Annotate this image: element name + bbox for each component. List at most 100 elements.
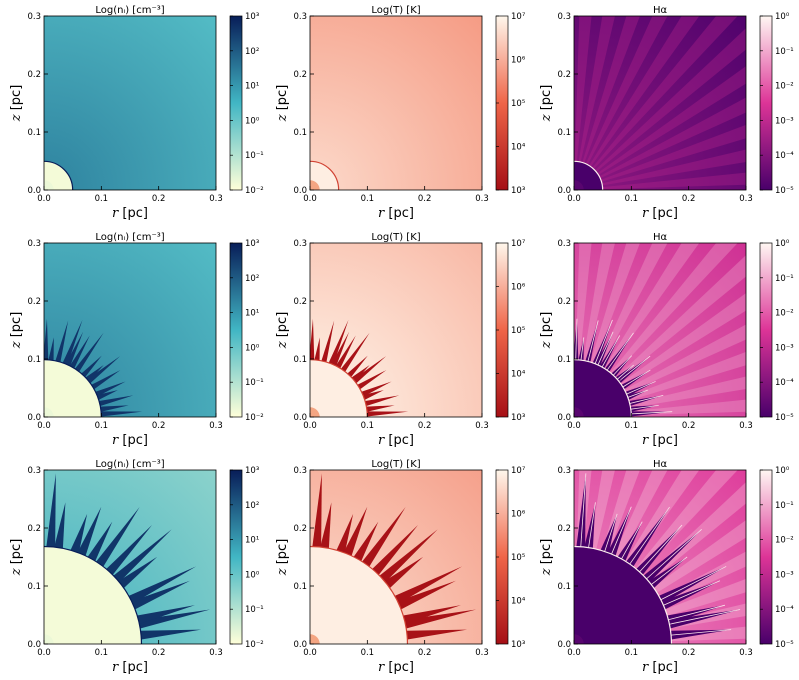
dense-finger: [661, 580, 720, 610]
dense-finger: [113, 529, 172, 583]
panel-r2-c1: 0.00.0 0.1 0.1 0.2 0.2 0.3 0.3 r [pc] z [pc] Log(…: [9, 232, 264, 448]
x-tick-label: 0.3: [739, 421, 753, 431]
light-ray: [574, 16, 615, 190]
central-source: [310, 180, 320, 190]
panel-title: Log(T) [K]: [371, 5, 420, 16]
panel-title: Hα: [653, 232, 668, 243]
dense-finger: [351, 365, 370, 382]
y-tick-label: 0.3: [557, 466, 571, 476]
colorbar: [759, 469, 773, 645]
dense-finger: [81, 355, 102, 378]
dense-finger: [353, 521, 379, 562]
x-axis-label: r [pc]: [642, 433, 678, 448]
colorbar-tick-label: 10¹: [245, 309, 259, 319]
y-tick-label: 0.3: [293, 466, 307, 476]
colorbar-tick-label: 10⁴: [511, 370, 526, 380]
colorbar-tick-label: 10⁷: [511, 239, 526, 249]
ionization-front: [44, 545, 143, 644]
colorbar-tick-label: 10⁻²: [775, 82, 794, 92]
colorbar-tick-label: 10³: [245, 466, 259, 476]
central-source: [44, 407, 54, 417]
dense-finger: [74, 332, 104, 372]
panel-r1-c3: 0.00.0 0.1 0.1 0.2 0.2 0.3 0.3 r [pc] z [pc] Hα 10…: [539, 5, 794, 221]
ionization-front: [44, 359, 102, 417]
x-tick-label: 0.1: [361, 194, 375, 204]
dense-finger: [131, 580, 190, 610]
dense-finger: [379, 529, 438, 583]
dense-finger: [578, 337, 584, 361]
central-source: [574, 180, 584, 190]
colorbar-tick-label: 10⁻¹: [775, 501, 794, 511]
dense-finger: [99, 395, 134, 407]
dense-finger: [85, 365, 104, 382]
y-axis-label: z [pc]: [9, 85, 24, 123]
x-tick-label: 0.3: [475, 648, 489, 658]
colorbar-tick-label: 10⁻³: [775, 343, 794, 353]
colorbar-tick-label: 10⁻¹: [245, 378, 264, 388]
plot-frame: [309, 242, 483, 418]
x-tick-label: 0.0: [303, 194, 317, 204]
colorbar: [759, 15, 773, 191]
dense-finger: [343, 506, 368, 556]
colorbar-tick-label: 10⁶: [511, 56, 526, 66]
ionization-front: [310, 160, 340, 190]
colorbar-tick-label: 10⁷: [511, 466, 526, 476]
x-tick-label: 0.3: [209, 421, 223, 431]
x-tick-label: 0.1: [625, 648, 639, 658]
dense-finger: [585, 320, 599, 363]
y-tick-label: 0.0: [557, 640, 571, 650]
x-tick-label: 0.1: [625, 194, 639, 204]
dense-finger: [87, 521, 113, 562]
dense-finger: [101, 411, 143, 417]
colorbar-tick-label: 10⁰: [775, 12, 790, 22]
light-ray: [574, 16, 700, 190]
x-tick-label: 0.3: [209, 648, 223, 658]
dense-finger: [384, 556, 424, 589]
dense-finger: [128, 566, 197, 604]
finger-edge: [601, 335, 621, 368]
y-axis-label: z [pc]: [275, 312, 290, 350]
x-tick-label: 0.0: [37, 194, 51, 204]
light-ray: [574, 243, 700, 417]
finger-edge: [646, 529, 702, 580]
colorbar-tick-label: 10⁻⁵: [775, 640, 794, 650]
colorbar-tick-label: 10⁻³: [775, 116, 794, 126]
colorbar-tick-label: 10⁰: [775, 239, 790, 249]
dense-finger: [365, 395, 400, 407]
colorbar-tick-label: 10⁰: [775, 466, 790, 476]
panel-title: Log(nᵢ) [cm⁻³]: [95, 5, 164, 16]
finger-edge: [604, 513, 618, 552]
y-tick-label: 0.2: [293, 70, 307, 80]
dense-finger: [404, 609, 477, 629]
dense-finger: [336, 513, 354, 553]
y-axis-label: z [pc]: [9, 312, 24, 350]
dense-finger: [54, 502, 66, 549]
dense-finger: [95, 381, 126, 397]
plot-frame: [573, 15, 747, 191]
plot-frame: [309, 469, 483, 645]
dense-finger: [65, 331, 84, 367]
x-axis-label: r [pc]: [642, 660, 678, 675]
x-tick-label: 0.2: [418, 194, 432, 204]
dense-finger: [118, 556, 158, 589]
dense-finger: [403, 605, 461, 625]
y-tick-label: 0.3: [27, 466, 41, 476]
ionized-bubble: [574, 359, 632, 417]
dense-finger: [70, 513, 88, 553]
plot-frame: [43, 15, 217, 191]
x-axis-label: r [pc]: [378, 206, 414, 221]
dense-finger: [62, 319, 83, 365]
y-tick-label: 0.1: [293, 582, 307, 592]
y-tick-label: 0.2: [557, 70, 571, 80]
central-source: [574, 407, 584, 417]
dense-finger: [584, 502, 596, 549]
x-tick-label: 0.2: [682, 648, 696, 658]
colorbar-tick-label: 10⁻²: [245, 413, 264, 423]
panel-title: Hα: [653, 5, 668, 16]
finger-edge: [626, 381, 656, 395]
y-tick-label: 0.3: [557, 239, 571, 249]
central-source: [44, 634, 54, 644]
dense-finger: [106, 525, 153, 575]
y-tick-label: 0.2: [557, 524, 571, 534]
colorbar-tick-label: 10⁻³: [775, 570, 794, 580]
